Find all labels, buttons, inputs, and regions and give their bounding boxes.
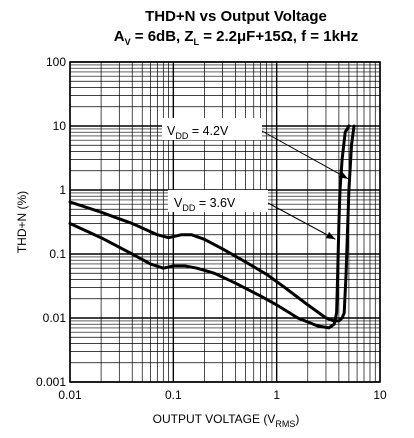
annotation-box-3v6 xyxy=(168,190,268,212)
grid-minor xyxy=(70,62,380,382)
y-tick-label: 0.1 xyxy=(49,247,66,261)
series-line-2 xyxy=(68,124,351,330)
y-tick-labels: 0.001 0.01 0.1 1 10 100 xyxy=(36,55,66,389)
series-line-1 xyxy=(68,124,356,323)
annotation-arrow-line xyxy=(267,202,336,240)
annotation-arrow-line xyxy=(261,130,349,180)
y-tick-label: 10 xyxy=(53,119,67,133)
x-tick-label: 0.1 xyxy=(165,388,182,402)
x-axis-label: OUTPUT VOLTAGE (VRMS) xyxy=(153,412,300,429)
plot-background xyxy=(70,62,380,382)
annotation-arrows xyxy=(261,130,349,240)
y-tick-label: 1 xyxy=(59,183,66,197)
x-tick-labels: 0.01 0.1 1 10 xyxy=(58,388,387,402)
y-tick-label: 0.001 xyxy=(36,375,66,389)
y-tick-label: 100 xyxy=(46,55,66,69)
series-layer xyxy=(68,124,356,330)
annotation-arrowhead xyxy=(338,171,348,179)
x-tick-label: 0.01 xyxy=(58,388,82,402)
x-tick-label: 1 xyxy=(273,388,280,402)
chart-title: THD+N vs Output Voltage xyxy=(145,8,327,25)
annotation-arrowhead xyxy=(325,231,336,240)
x-tick-label: 10 xyxy=(373,388,387,402)
annotation-box-4v2 xyxy=(162,118,262,140)
annotation-vdd-3v6: VDD = 3.6V xyxy=(174,196,236,213)
annotation-vdd-4v2: VDD = 4.2V xyxy=(167,124,229,141)
chart-subtitle: AV = 6dB, ZL = 2.2μF+15Ω, f = 1kHz xyxy=(114,28,359,47)
y-tick-label: 0.01 xyxy=(43,311,67,325)
y-axis-label: THD+N (%) xyxy=(15,191,29,253)
